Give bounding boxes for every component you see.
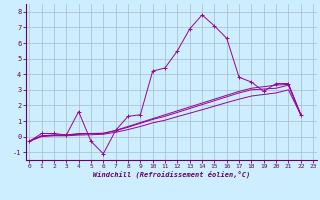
X-axis label: Windchill (Refroidissement éolien,°C): Windchill (Refroidissement éolien,°C) xyxy=(92,171,250,178)
